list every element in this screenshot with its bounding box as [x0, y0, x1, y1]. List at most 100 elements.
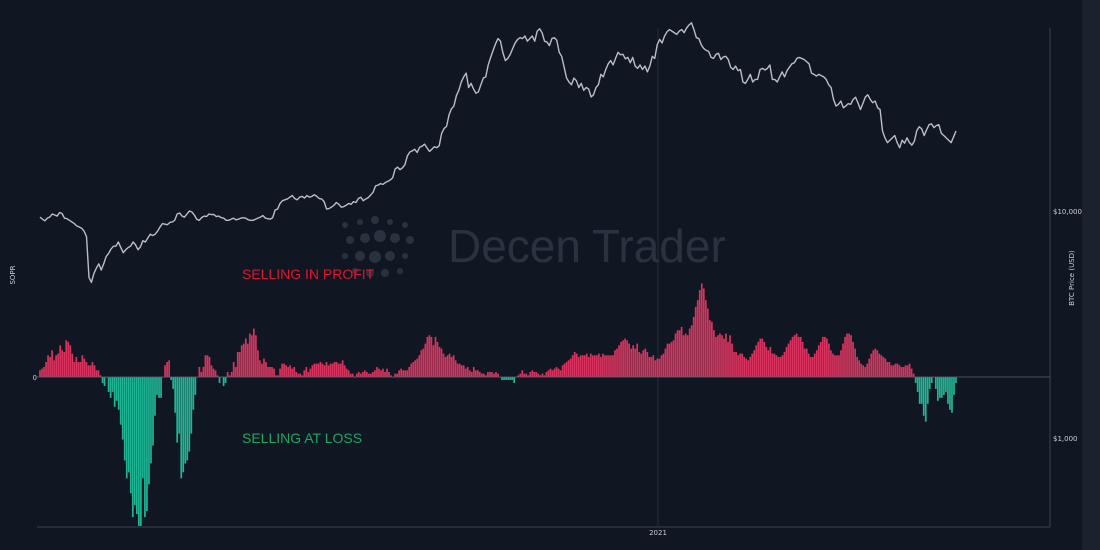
- sopr-bar: [242, 343, 245, 377]
- sopr-bar: [148, 377, 150, 485]
- sopr-bar: [267, 366, 269, 377]
- sopr-bar: [872, 350, 875, 377]
- sopr-bar: [706, 308, 709, 377]
- sopr-bar: [214, 370, 217, 377]
- sopr-bar: [848, 333, 850, 377]
- sopr-bar: [111, 377, 114, 392]
- sopr-bar: [650, 356, 653, 377]
- sopr-bar: [99, 375, 102, 377]
- sopr-bar: [698, 290, 701, 377]
- sopr-bar: [329, 363, 332, 377]
- sopr-bar: [731, 343, 733, 377]
- sopr-bar: [793, 335, 796, 377]
- sopr-bar: [569, 358, 572, 377]
- sopr-bar: [493, 373, 495, 377]
- sopr-bar: [797, 336, 800, 377]
- sopr-bar: [190, 377, 193, 434]
- sopr-bar: [906, 365, 909, 377]
- sopr-bar: [763, 341, 766, 377]
- sopr-bar: [713, 330, 715, 377]
- sopr-bar: [765, 346, 768, 377]
- sopr-bar: [184, 377, 187, 464]
- sopr-bar: [246, 343, 249, 377]
- sopr-bar: [89, 365, 92, 377]
- sopr-bar: [297, 373, 300, 377]
- sopr-bar: [757, 341, 760, 377]
- sopr-bar: [386, 368, 388, 377]
- sopr-bar: [226, 371, 229, 377]
- sopr-bar: [535, 371, 538, 377]
- sopr-bar: [868, 358, 871, 377]
- y-tick-zero: 0: [33, 374, 37, 382]
- sopr-bar: [575, 353, 578, 377]
- sopr-bar: [656, 358, 659, 377]
- sopr-bar: [83, 358, 86, 377]
- sopr-bar: [826, 338, 828, 377]
- sopr-bar: [481, 373, 483, 377]
- sopr-bar: [77, 361, 80, 377]
- sopr-bar: [953, 377, 955, 395]
- sopr-bar: [250, 335, 253, 377]
- sopr-bar: [900, 366, 903, 377]
- sopr-bar: [811, 356, 814, 377]
- sopr-bar: [113, 377, 116, 407]
- sopr-bar: [557, 368, 560, 377]
- sopr-bar: [821, 336, 824, 377]
- sopr-bar: [539, 375, 542, 377]
- sopr-bar: [640, 353, 643, 377]
- logo-dot: [357, 219, 363, 225]
- sopr-bar: [224, 377, 227, 383]
- sopr-bar: [741, 353, 743, 377]
- sopr-bar: [468, 370, 471, 377]
- sopr-bar: [378, 368, 380, 377]
- sopr-bar: [585, 353, 588, 377]
- sopr-bar: [279, 368, 281, 377]
- sopr-bar: [856, 356, 858, 377]
- y2-tick-1000: $1,000: [1053, 435, 1078, 443]
- price-line: [39, 22, 957, 284]
- sopr-bar: [551, 370, 554, 377]
- sopr-bar: [166, 361, 168, 377]
- sopr-bar: [632, 345, 635, 377]
- sopr-bar: [123, 377, 126, 461]
- sopr-bar: [682, 335, 685, 377]
- sopr-bar: [830, 350, 832, 377]
- sopr-bar: [834, 355, 836, 377]
- sopr-bar: [464, 368, 467, 377]
- sopr-bar: [303, 370, 306, 377]
- logo-dot: [342, 222, 348, 228]
- sopr-bar: [315, 363, 318, 377]
- sopr-bar: [45, 361, 47, 377]
- sopr-bar: [951, 377, 953, 413]
- sopr-bar: [878, 353, 881, 377]
- sopr-bar: [156, 377, 158, 395]
- sopr-bar: [527, 375, 530, 377]
- sopr-bar: [589, 353, 592, 377]
- sopr-bar: [59, 345, 62, 377]
- sopr-bar: [680, 326, 683, 377]
- sopr-bar: [115, 377, 118, 401]
- sopr-bar: [384, 371, 386, 377]
- sopr-bar: [444, 356, 447, 377]
- sopr-bar: [309, 368, 312, 377]
- sopr-bar: [497, 373, 499, 377]
- sopr-bar: [121, 377, 124, 440]
- sopr-bars: [39, 283, 957, 526]
- sopr-bar: [65, 340, 68, 377]
- sopr-bar: [454, 360, 457, 377]
- sopr-bar: [347, 370, 350, 377]
- sopr-bar: [596, 355, 598, 377]
- sopr-bar: [910, 368, 913, 377]
- sopr-bar: [743, 356, 745, 377]
- sopr-bar: [941, 377, 943, 398]
- sopr-bar: [955, 377, 957, 383]
- sopr-bar: [549, 368, 552, 377]
- sopr-bar: [523, 373, 526, 377]
- sopr-bar: [410, 363, 413, 377]
- sopr-bar: [902, 366, 905, 377]
- sopr-bar: [509, 377, 511, 380]
- sopr-bar: [339, 363, 342, 377]
- sopr-bar: [809, 356, 812, 377]
- sopr-bar: [450, 356, 453, 377]
- sopr-bar: [805, 348, 808, 377]
